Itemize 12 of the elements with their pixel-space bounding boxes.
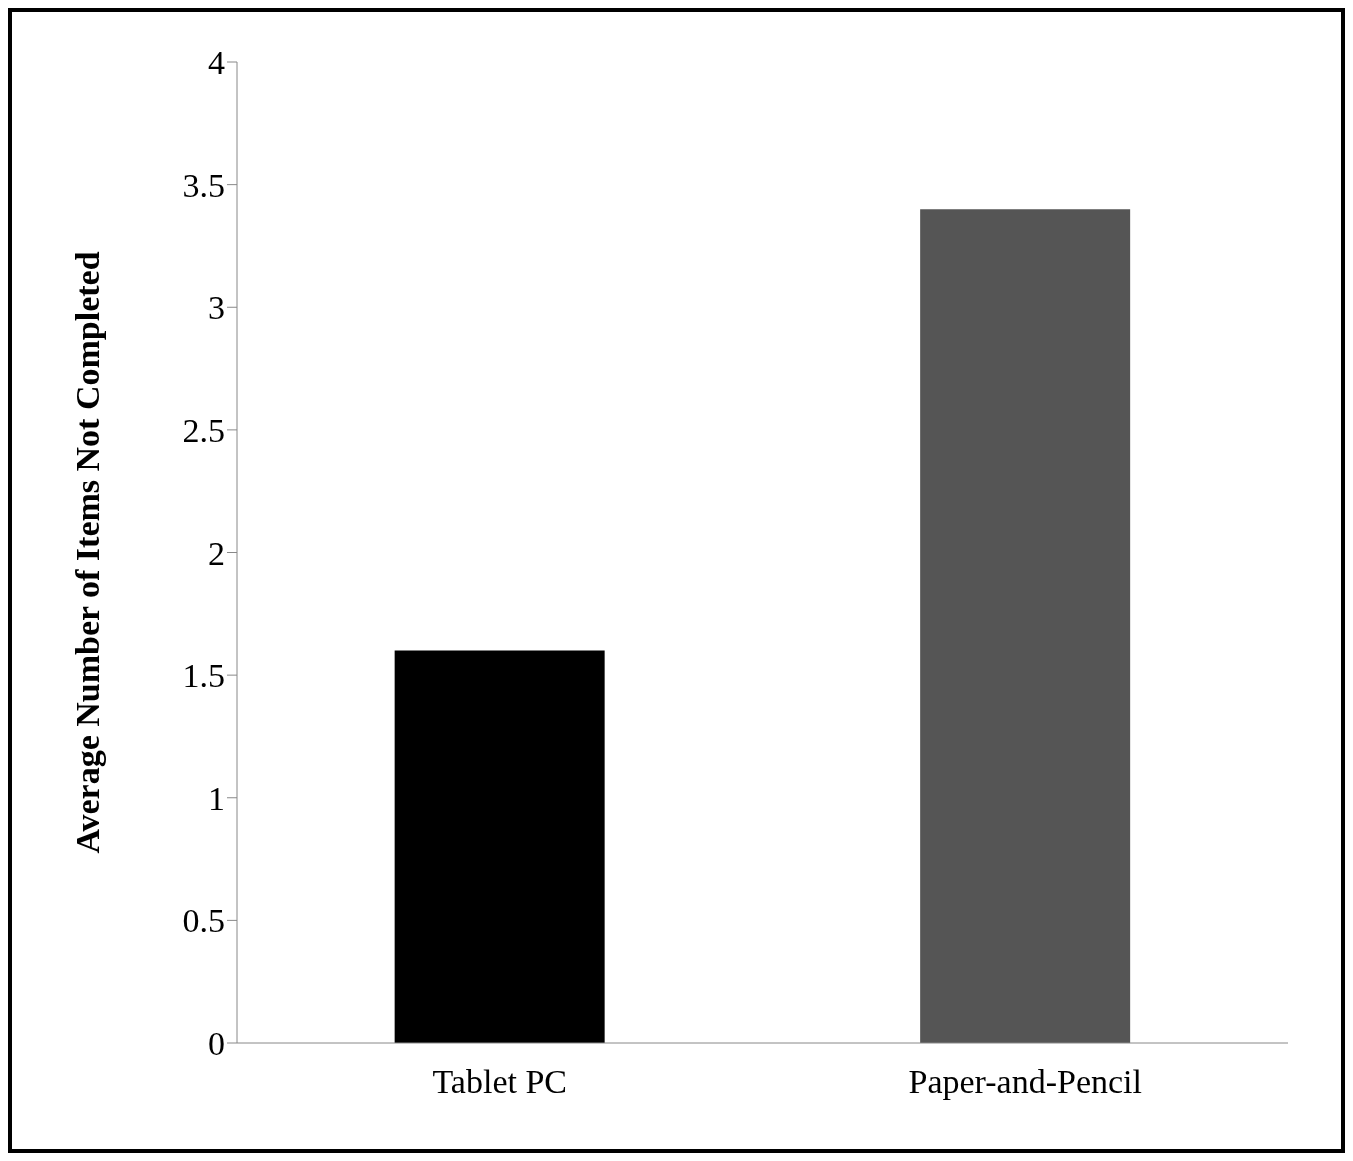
y-axis-title: Average Number of Items Not Completed: [69, 251, 107, 854]
x-tick-label: Paper-and-Pencil: [908, 1063, 1142, 1101]
y-tick-label: 2.5: [182, 411, 225, 449]
y-tick-label: 1.5: [182, 657, 225, 695]
y-tick-label: 0: [208, 1025, 225, 1063]
y-tick-label: 4: [208, 44, 225, 82]
x-tick-label: Tablet PC: [432, 1063, 568, 1101]
y-tick-label: 3.5: [182, 166, 225, 204]
y-tick-label: 1: [208, 779, 225, 817]
y-tick-label: 3: [208, 289, 225, 327]
y-tick-label: 2: [208, 534, 225, 572]
y-tick-label: 0.5: [182, 902, 225, 940]
